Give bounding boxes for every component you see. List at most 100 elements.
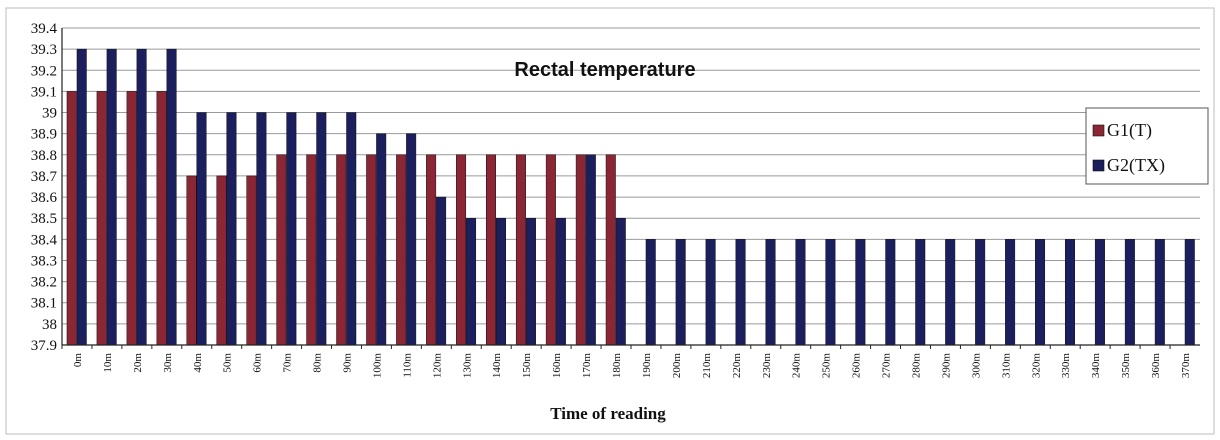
x-tick-label: 220m	[731, 353, 743, 379]
bar-g2-290m	[945, 239, 956, 346]
x-tick-label: 10m	[102, 353, 114, 373]
bar-g2-350m	[1124, 239, 1135, 346]
bar-g1-70m	[276, 154, 287, 346]
y-tick-label: 39	[42, 106, 57, 122]
x-tick-label: 350m	[1120, 353, 1132, 379]
bar-g2-120m	[436, 196, 447, 346]
bar-g2-90m	[346, 112, 357, 346]
x-axis-label: Time of reading	[550, 404, 666, 423]
bar-g2-190m	[645, 239, 656, 346]
x-tick-label: 360m	[1150, 353, 1162, 379]
y-tick-label: 37.9	[31, 338, 57, 354]
y-tick-label: 39.2	[31, 63, 57, 79]
x-tick-label: 200m	[671, 353, 683, 379]
bar-g1-130m	[456, 154, 467, 346]
x-tick-label: 30m	[162, 353, 174, 373]
x-tick-label: 210m	[701, 353, 713, 379]
bar-g1-60m	[246, 175, 257, 346]
bar-g1-90m	[336, 154, 347, 346]
bar-g2-100m	[376, 133, 387, 346]
bars	[66, 48, 1195, 346]
y-tick-label: 39.1	[31, 84, 57, 100]
bar-g2-130m	[466, 217, 477, 346]
y-tick-label: 38.2	[31, 275, 57, 291]
bar-g1-50m	[216, 175, 227, 346]
bar-g2-80m	[316, 112, 327, 346]
x-tick-label: 280m	[911, 353, 923, 379]
chart-title: Rectal temperature	[514, 59, 695, 81]
bar-g2-340m	[1094, 239, 1105, 346]
x-tick-label: 300m	[970, 353, 982, 379]
x-tick-label: 370m	[1180, 353, 1192, 379]
y-tick-label: 39.4	[31, 21, 58, 37]
y-tick-label: 38.6	[31, 190, 58, 206]
bar-g2-260m	[855, 239, 866, 346]
bar-g1-100m	[366, 154, 377, 346]
x-tick-label: 100m	[371, 353, 383, 379]
bar-g1-20m	[126, 91, 137, 346]
bar-g2-110m	[406, 133, 417, 346]
bar-g2-60m	[256, 112, 267, 346]
bar-g1-170m	[575, 154, 586, 346]
bar-g1-0m	[66, 91, 77, 346]
bar-g2-220m	[735, 239, 746, 346]
legend-box	[1085, 107, 1209, 185]
bar-g2-70m	[286, 112, 297, 346]
legend: G1(T) G2(TX)	[1085, 107, 1209, 185]
legend-swatch	[1092, 124, 1105, 137]
y-tick-label: 38.4	[31, 232, 58, 248]
y-tick-label: 38.1	[31, 296, 57, 312]
bar-g1-40m	[186, 175, 197, 346]
bar-g1-160m	[545, 154, 556, 346]
bar-g2-280m	[915, 239, 926, 346]
bar-g2-140m	[495, 217, 506, 346]
x-tick-label: 0m	[72, 353, 84, 368]
bar-g2-360m	[1154, 239, 1165, 346]
legend-swatch	[1092, 159, 1105, 172]
x-tick-label: 120m	[431, 353, 443, 379]
bar-g2-30m	[166, 48, 177, 346]
bar-g2-250m	[825, 239, 836, 346]
x-tick-label: 290m	[940, 353, 952, 379]
x-tick-label: 40m	[192, 353, 204, 373]
y-tick-label: 38.7	[31, 169, 58, 185]
x-tick-label: 340m	[1090, 353, 1102, 379]
legend-label: G2(TX)	[1107, 155, 1165, 176]
y-tick-label: 38	[42, 317, 57, 333]
x-tick-label: 260m	[851, 353, 863, 379]
bar-g2-210m	[705, 239, 716, 346]
bar-g2-0m	[76, 48, 87, 346]
bar-g2-270m	[885, 239, 896, 346]
x-tick-label: 90m	[342, 353, 354, 373]
bar-g2-180m	[615, 217, 626, 346]
bar-g2-240m	[795, 239, 806, 346]
bar-g1-10m	[96, 91, 107, 346]
y-tick-label: 38.5	[31, 211, 57, 227]
bar-g2-160m	[555, 217, 566, 346]
x-tick-label: 70m	[282, 353, 294, 373]
bar-g1-30m	[156, 91, 167, 346]
bar-g1-110m	[396, 154, 407, 346]
bar-g2-170m	[585, 154, 596, 346]
axes: 37.9 38 38.1 38.2 38.3 38.4 38.5 38.6 38.7 38.8 38…	[31, 21, 1200, 378]
x-tick-label: 270m	[881, 353, 893, 379]
x-tick-label: 160m	[551, 353, 563, 379]
bar-g2-10m	[106, 48, 117, 346]
x-tick-label: 60m	[252, 353, 264, 373]
bar-g2-370m	[1184, 239, 1195, 346]
x-tick-label: 20m	[132, 353, 144, 373]
bar-g2-20m	[136, 48, 147, 346]
bar-g2-40m	[196, 112, 207, 346]
x-tick-label: 240m	[791, 353, 803, 379]
bar-g1-80m	[306, 154, 317, 346]
bar-g2-320m	[1035, 239, 1046, 346]
y-tick-label: 38.8	[31, 148, 57, 164]
x-tick-label: 110m	[401, 353, 413, 378]
x-tick-label: 250m	[821, 353, 833, 379]
bar-g2-330m	[1064, 239, 1075, 346]
x-tick-label: 150m	[521, 353, 533, 379]
x-tick-label: 230m	[761, 353, 773, 379]
x-tick-label: 80m	[312, 353, 324, 373]
